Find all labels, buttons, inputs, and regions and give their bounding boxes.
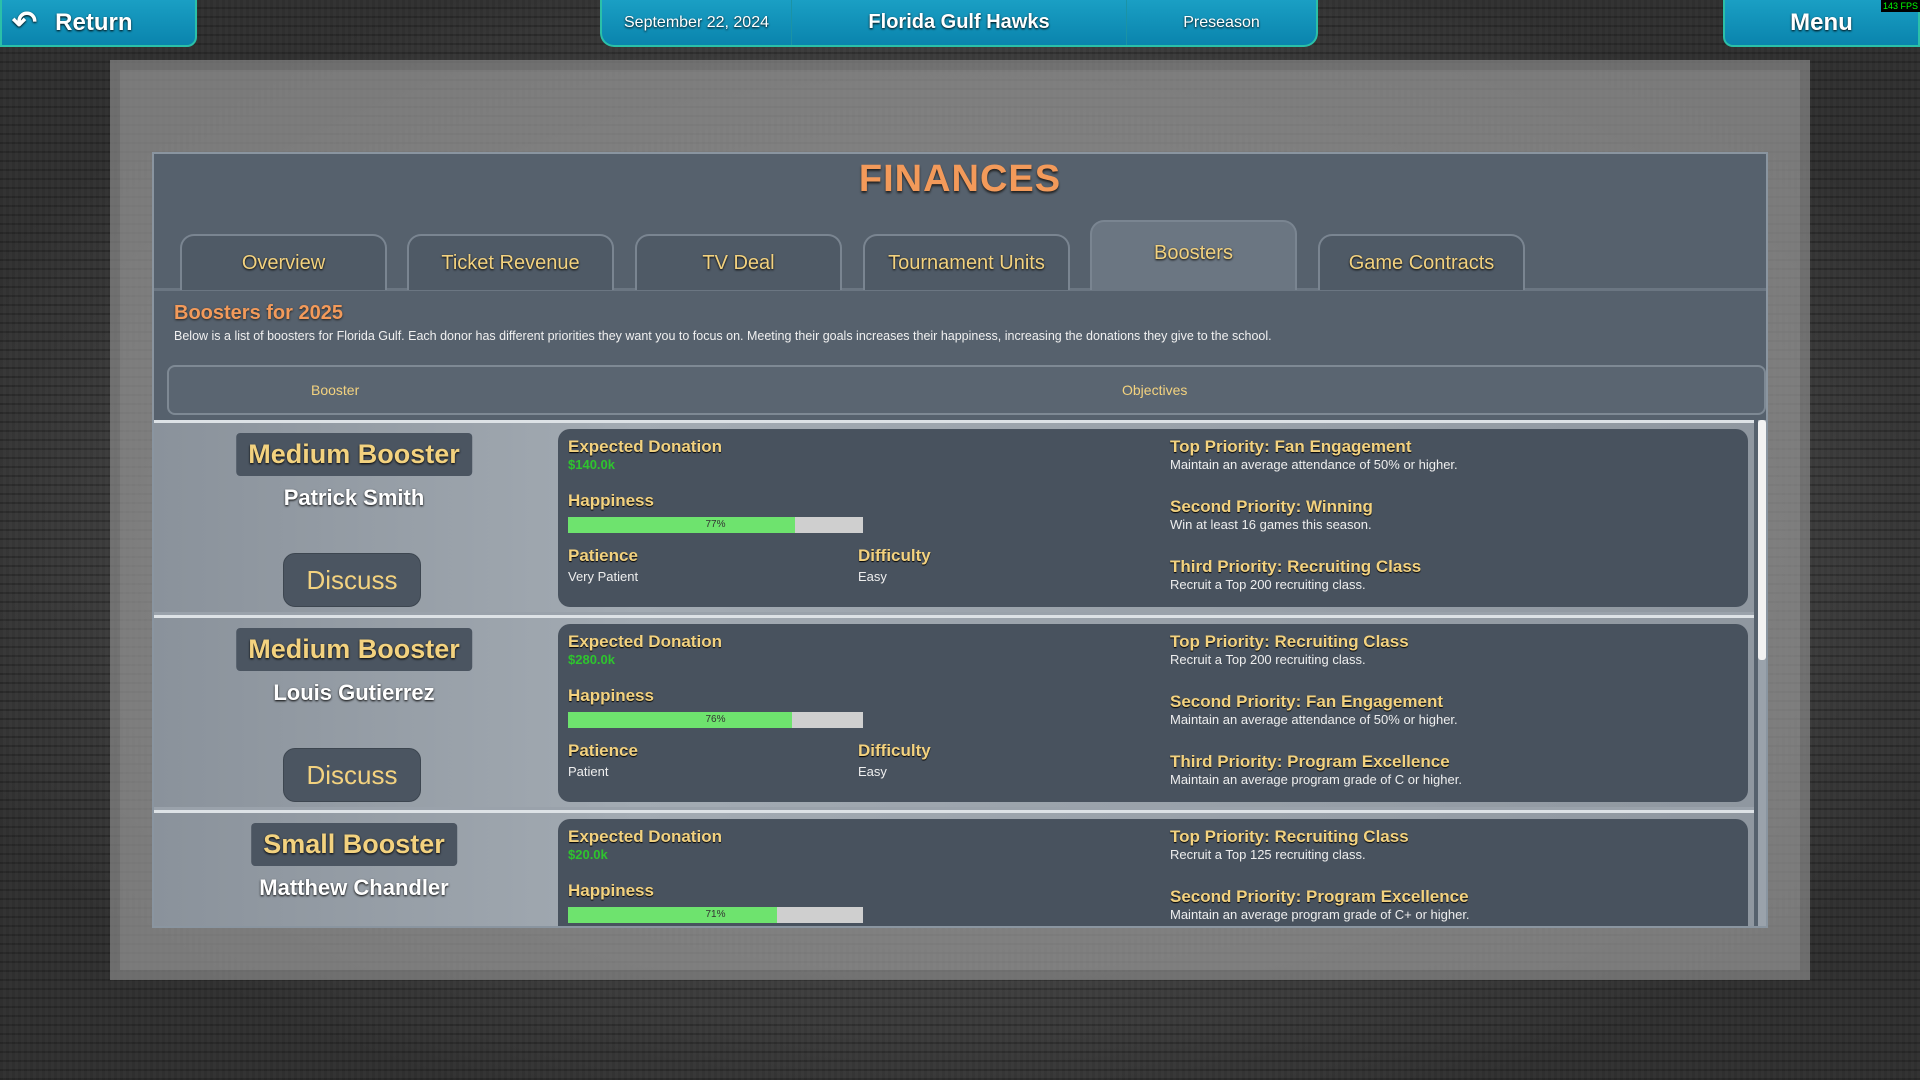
booster-info: Medium Booster Louis Gutierrez Discuss bbox=[154, 618, 554, 807]
booster-row: Medium Booster Louis Gutierrez Discuss E… bbox=[154, 615, 1754, 807]
return-label: Return bbox=[55, 8, 133, 36]
patience-label: Patience bbox=[568, 546, 638, 565]
happiness-fill bbox=[568, 907, 778, 923]
booster-details: Expected Donation $140.0k Happiness 77% … bbox=[558, 429, 1748, 607]
booster-list: Medium Booster Patrick Smith Discuss Exp… bbox=[154, 420, 1754, 926]
patience-value: Patient bbox=[568, 764, 609, 779]
return-button[interactable]: ↶ Return bbox=[0, 0, 197, 47]
difficulty-label: Difficulty bbox=[858, 546, 931, 565]
patience-value: Very Patient bbox=[568, 569, 639, 584]
happiness-fill bbox=[568, 712, 793, 728]
happiness-label: Happiness bbox=[568, 881, 654, 900]
booster-type: Medium Booster bbox=[236, 433, 472, 476]
priority-item: Second Priority: Winning Win at least 16 … bbox=[1170, 497, 1373, 532]
expected-donation-label: Expected Donation bbox=[568, 632, 722, 651]
difficulty-value: Easy bbox=[858, 569, 887, 584]
happiness-label: Happiness bbox=[568, 491, 654, 510]
priority-title: Top Priority: Recruiting Class bbox=[1170, 827, 1409, 846]
tab-overview[interactable]: Overview bbox=[180, 234, 387, 290]
priority-title: Second Priority: Winning bbox=[1170, 497, 1373, 516]
priority-title: Second Priority: Program Excellence bbox=[1170, 887, 1469, 906]
difficulty-value: Easy bbox=[858, 764, 887, 779]
happiness-bar: 76% bbox=[568, 712, 863, 728]
priority-title: Top Priority: Recruiting Class bbox=[1170, 632, 1409, 651]
happiness-percent: 77% bbox=[705, 519, 726, 530]
booster-row: Small Booster Matthew Chandler Discuss E… bbox=[154, 810, 1754, 926]
menu-button[interactable]: Menu bbox=[1723, 0, 1920, 47]
priority-description: Maintain an average program grade of C+ … bbox=[1170, 907, 1470, 922]
tab-tournament-units[interactable]: Tournament Units bbox=[863, 234, 1070, 290]
section-description: Below is a list of boosters for Florida … bbox=[174, 329, 1272, 343]
expected-donation-label: Expected Donation bbox=[568, 437, 722, 456]
booster-name: Matthew Chandler bbox=[259, 875, 449, 900]
booster-name: Patrick Smith bbox=[283, 485, 425, 510]
discuss-button[interactable]: Discuss bbox=[283, 748, 421, 802]
booster-name: Louis Gutierrez bbox=[273, 680, 435, 705]
tab-game-contracts[interactable]: Game Contracts bbox=[1318, 234, 1525, 290]
date-label: September 22, 2024 bbox=[602, 0, 792, 45]
section-heading: Boosters for 2025 bbox=[174, 302, 343, 324]
column-objectives: Objectives bbox=[1122, 382, 1188, 398]
priority-title: Top Priority: Fan Engagement bbox=[1170, 437, 1412, 456]
booster-type: Medium Booster bbox=[236, 628, 472, 671]
tab-boosters[interactable]: Boosters bbox=[1090, 220, 1297, 290]
booster-row: Medium Booster Patrick Smith Discuss Exp… bbox=[154, 420, 1754, 612]
expected-donation-value: $280.0k bbox=[568, 652, 615, 667]
scrollbar[interactable] bbox=[1758, 420, 1766, 926]
expected-donation-label: Expected Donation bbox=[568, 827, 722, 846]
expected-donation-value: $20.0k bbox=[568, 847, 608, 862]
priority-description: Maintain an average attendance of 50% or… bbox=[1170, 457, 1458, 472]
booster-details: Expected Donation $280.0k Happiness 76% … bbox=[558, 624, 1748, 802]
booster-details: Expected Donation $20.0k Happiness 71% T… bbox=[558, 819, 1748, 926]
priority-title: Third Priority: Recruiting Class bbox=[1170, 557, 1422, 576]
happiness-fill bbox=[568, 517, 796, 533]
priority-description: Recruit a Top 200 recruiting class. bbox=[1170, 577, 1366, 592]
return-arrow-icon: ↶ bbox=[12, 6, 38, 39]
priority-description: Recruit a Top 200 recruiting class. bbox=[1170, 652, 1366, 667]
happiness-bar: 77% bbox=[568, 517, 863, 533]
happiness-percent: 76% bbox=[705, 714, 726, 725]
patience-label: Patience bbox=[568, 741, 638, 760]
info-bar: September 22, 2024 Florida Gulf Hawks Pr… bbox=[600, 0, 1318, 47]
priority-description: Win at least 16 games this season. bbox=[1170, 517, 1372, 532]
discuss-button[interactable]: Discuss bbox=[283, 553, 421, 607]
priority-item: Top Priority: Recruiting Class Recruit a … bbox=[1170, 632, 1409, 667]
priority-description: Maintain an average attendance of 50% or… bbox=[1170, 712, 1458, 727]
booster-info: Small Booster Matthew Chandler Discuss bbox=[154, 813, 554, 926]
priority-item: Second Priority: Program Excellence Maint… bbox=[1170, 887, 1470, 922]
difficulty-label: Difficulty bbox=[858, 741, 931, 760]
priority-item: Top Priority: Recruiting Class Recruit a … bbox=[1170, 827, 1409, 862]
column-booster: Booster bbox=[311, 382, 360, 398]
priority-description: Maintain an average program grade of C o… bbox=[1170, 772, 1462, 787]
column-header: Booster Objectives bbox=[167, 365, 1766, 415]
priority-item: Third Priority: Recruiting Class Recruit … bbox=[1170, 557, 1421, 592]
fps-counter: 143 FPS bbox=[1880, 0, 1920, 12]
priority-title: Second Priority: Fan Engagement bbox=[1170, 692, 1443, 711]
priority-item: Second Priority: Fan Engagement Maintain … bbox=[1170, 692, 1458, 727]
team-name: Florida Gulf Hawks bbox=[792, 0, 1127, 45]
priority-description: Recruit a Top 125 recruiting class. bbox=[1170, 847, 1366, 862]
page-title: FINANCES bbox=[858, 158, 1062, 200]
priority-item: Third Priority: Program Excellence Mainta… bbox=[1170, 752, 1462, 787]
tab-tv-deal[interactable]: TV Deal bbox=[635, 234, 842, 290]
happiness-label: Happiness bbox=[568, 686, 654, 705]
priority-title: Third Priority: Program Excellence bbox=[1170, 752, 1450, 771]
scrollbar-thumb[interactable] bbox=[1758, 420, 1766, 660]
season-phase: Preseason bbox=[1183, 13, 1260, 31]
happiness-bar: 71% bbox=[568, 907, 863, 923]
booster-info: Medium Booster Patrick Smith Discuss bbox=[154, 423, 554, 612]
booster-type: Small Booster bbox=[251, 823, 457, 866]
happiness-percent: 71% bbox=[705, 909, 726, 920]
expected-donation-value: $140.0k bbox=[568, 457, 615, 472]
finances-panel: FINANCES Overview Ticket Revenue TV Deal… bbox=[152, 152, 1768, 928]
priority-item: Top Priority: Fan Engagement Maintain an … bbox=[1170, 437, 1458, 472]
tab-ticket-revenue[interactable]: Ticket Revenue bbox=[407, 234, 614, 290]
